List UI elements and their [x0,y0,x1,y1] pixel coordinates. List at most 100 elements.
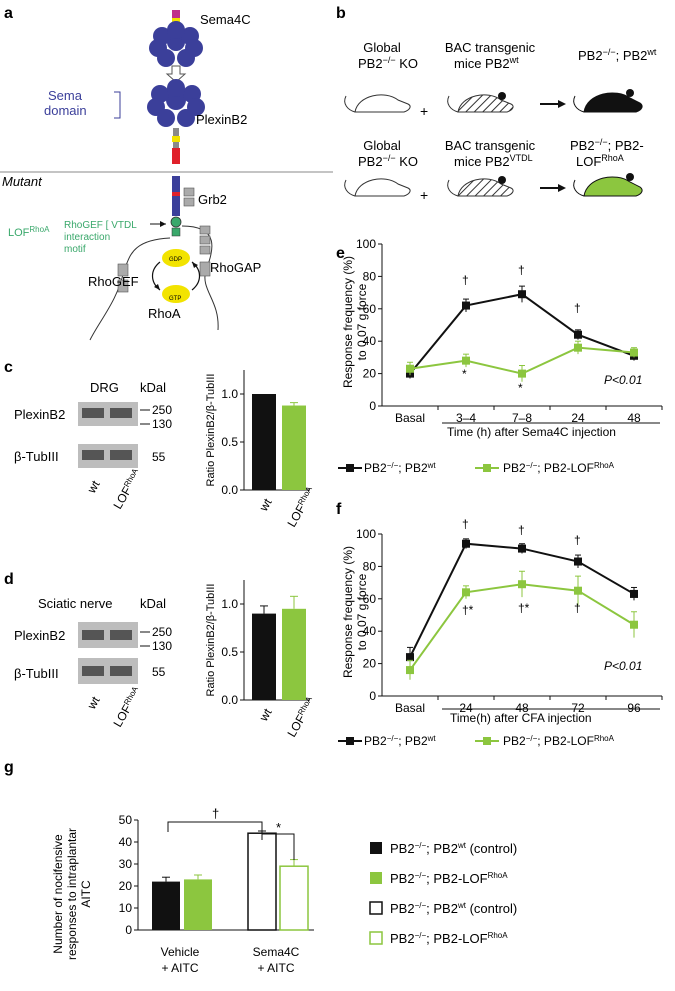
f-annotation: † [574,533,581,547]
e-annotation: † [518,263,525,277]
mouse-hatched-icon-1 [447,92,514,113]
binding-arrow-icon [165,65,187,83]
e-ytick-label: 100 [356,237,376,251]
d-xcat-0: wt [256,706,275,725]
pki-domain [172,148,180,164]
b-row2-mid-2: mice PB2VTDL [454,153,533,169]
g-bracket-star [261,833,295,860]
b-row1-mid-2: mice PB2wt [454,55,519,71]
arrow-icon-2 [558,184,566,192]
c-band2-label: β-TubIII [14,449,59,464]
plus-2: + [420,187,428,203]
c-mw1: 250 [152,403,172,417]
f-point [574,586,582,595]
b-row2-mid-1: BAC transgenic [445,138,536,153]
e-xlabel: Time (h) after Sema4C injection [447,425,616,439]
chart-g: 0 10 20 30 40 50 [119,813,314,937]
motif-label-1: RhoGEF [ VTDL [64,220,137,231]
e-legend-lof-marker [483,464,491,472]
g-legend-item-2: PB2−/−; PB2-LOFRhoA [390,871,508,886]
g-ytick-label: 40 [119,835,133,849]
d-ytick-label: 1.0 [221,597,238,611]
d-lane2-label: LOFRhoA [110,684,144,729]
c-xcat-1: LOFRhoA [284,484,318,529]
e-annotation: † [574,301,581,315]
c-ytick-label: 1.0 [221,387,238,401]
f-xtick-label: Basal [395,701,425,715]
d-ytick-label: 0.0 [221,693,238,707]
rhoa-gdp-icon [162,249,190,267]
e-pvalue: P<0.01 [604,373,642,387]
g-legend-swatch-4 [369,931,383,945]
d-band1-label: PlexinB2 [14,628,65,643]
plus-1: + [420,103,428,119]
panel-letter-d: d [4,571,14,588]
g-ytick-label: 30 [119,857,133,871]
panel-letter-b: b [336,5,346,22]
f-point [406,666,414,675]
e-annotation: * [518,381,523,395]
g-ylabel-1: Number of nocifensive [51,834,65,954]
rhogap-label: RhoGAP [210,260,261,275]
b-row2-left-2: PB2−/− KO [358,153,418,169]
rhoa-label: RhoA [148,306,181,321]
f-ytick-label: 40 [363,624,377,638]
g-bracket-dagger [167,821,263,832]
e-point [518,369,526,378]
plexinb2-sema-flower-icon [147,79,205,127]
f-xlabel: Time(h) after CFA injection [450,711,592,725]
e-point [630,348,638,357]
d-mw1: 250 [152,625,172,639]
e-series-line-0 [409,293,635,375]
c-kda-label: kDal [140,380,166,395]
f-legend-lof: PB2−/−; PB2-LOFRhoA [503,734,615,748]
sema-domain-label-1: Sema [48,88,83,103]
g-legend: PB2−/−; PB2wt (control) PB2−/−; PB2-LOFR… [369,841,517,946]
e-point [462,301,470,310]
sema4c-label: Sema4C [200,12,251,27]
f-ytick-label: 100 [356,527,376,541]
b-row2-right-2: LOFRhoA [576,153,624,169]
plexinb2-label: PlexinB2 [196,112,247,127]
e-point [462,356,470,365]
g-ylabel-2: responses to intraplantar [65,828,79,960]
sema4c-tag [172,10,180,18]
d-kda-label: kDal [140,596,166,611]
e-xtick-label: 3–4 [456,411,476,425]
d-bar-0 [252,613,276,700]
f-annotation: † [574,601,581,615]
mutant-label: Mutant [2,174,43,189]
b-row1-left-1: Global [363,40,401,55]
g-legend-swatch-1 [370,842,382,854]
g-bar [279,865,309,931]
e-legend-wt: PB2−/−; PB2wt [364,461,436,475]
c-mw3: 55 [152,450,166,464]
f-annotation: †* [518,601,530,615]
f-xtick-label: 96 [627,701,641,715]
mouse-green-icon [573,173,643,197]
g-ytick-label: 0 [125,923,132,937]
c-bar-1 [282,405,306,490]
sema-domain-bracket [114,91,121,119]
f-legend-wt-marker [346,737,354,745]
chart-c: 0.0 0.5 1.0 wt LOFRhoA [221,370,319,530]
e-ytick-label: 20 [363,367,377,381]
f-legend-lof-marker [483,737,491,745]
e-annotation: * [462,367,467,381]
arrow-icon-1 [558,100,566,108]
c-lane2-label: LOFRhoA [110,466,144,511]
panel-letter-c: c [4,359,13,376]
f-annotation: † [462,517,469,531]
d-xcat-1: LOFRhoA [284,694,318,739]
e-annotation: † [462,273,469,287]
c-ylabel: Ratio PlexinB2/β-TubIII [205,374,217,487]
panel-c-blot: DRG kDal PlexinB2 β-TubIII 250 130 55 wt… [14,380,172,512]
e-ytick-label: 0 [369,399,376,413]
f-ytick-label: 80 [363,559,377,573]
g-group1-b: + AITC [161,961,198,975]
panel-d-blot: Sciatic nerve kDal PlexinB2 β-TubIII 250… [14,596,172,730]
f-point [518,580,526,589]
gdp-label: GDP [169,257,182,263]
g-ytick-label: 10 [119,901,133,915]
